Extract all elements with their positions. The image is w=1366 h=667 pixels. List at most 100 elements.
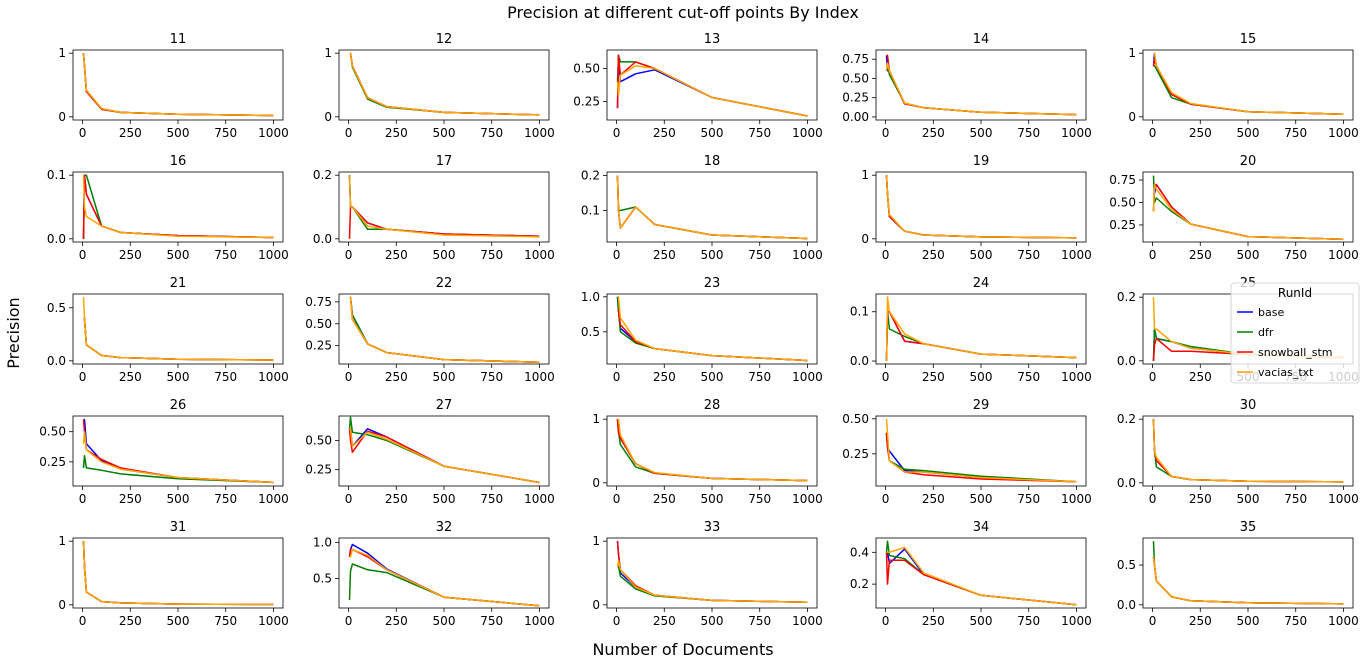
x-tick-label: 750 — [748, 370, 771, 384]
subplot-title: 11 — [170, 32, 187, 47]
subplot-22: 22 0 250 500 750 1000 0.25 0.50 0.75 — [305, 276, 554, 384]
series-line-snowball_stm — [616, 54, 808, 117]
x-tick-label: 1000 — [1061, 370, 1092, 384]
x-tick-label: 250 — [1189, 492, 1212, 506]
x-tick-label: 0 — [882, 370, 890, 384]
subplot-35: 35 0 250 500 750 1000 0.0 0.5 — [1117, 520, 1359, 628]
y-tick-label: 0.2 — [581, 169, 600, 183]
subplot-title: 13 — [704, 32, 721, 47]
x-tick-label: 1000 — [524, 614, 555, 628]
subplot-title: 27 — [436, 398, 453, 413]
series-line-dfr — [349, 52, 540, 116]
figure-title: Precision at different cut-off points By… — [507, 3, 859, 22]
axes-frame — [72, 537, 284, 609]
y-tick-label: 0.25 — [305, 339, 332, 353]
x-tick-label: 500 — [970, 614, 993, 628]
x-tick-label: 750 — [748, 614, 771, 628]
axes-frame — [875, 49, 1087, 121]
x-tick-label: 0 — [613, 126, 621, 140]
y-tick-label: 0.0 — [313, 232, 332, 246]
series-line-base — [616, 54, 808, 117]
x-tick-label: 1000 — [792, 614, 823, 628]
y-tick-label: 0.4 — [850, 545, 869, 559]
y-tick-label: 0.25 — [573, 95, 600, 109]
subplot-24: 24 0 250 500 750 1000 0.0 0.1 — [850, 276, 1092, 384]
x-tick-label: 750 — [214, 614, 237, 628]
x-tick-label: 250 — [653, 248, 676, 262]
y-tick-label: 1 — [592, 534, 600, 548]
series-line-dfr — [1153, 65, 1344, 116]
series-line-vacias_txt — [348, 175, 540, 238]
x-tick-label: 500 — [1237, 614, 1260, 628]
y-tick-label: 1 — [324, 46, 332, 60]
series-line-vacias_txt — [349, 428, 540, 484]
x-tick-label: 1000 — [258, 126, 289, 140]
y-tick-label: 0.50 — [842, 71, 869, 85]
y-tick-label: 0.5 — [313, 571, 332, 585]
x-tick-label: 0 — [613, 370, 621, 384]
y-tick-label: 0.50 — [305, 317, 332, 331]
series-line-base — [349, 52, 540, 116]
series-line-vacias_txt — [82, 297, 274, 361]
x-tick-label: 500 — [970, 492, 993, 506]
x-tick-label: 500 — [167, 614, 190, 628]
legend: RunId base dfr snowball_stm vacias_txt — [1230, 282, 1360, 384]
x-tick-label: 250 — [385, 126, 408, 140]
x-tick-label: 0 — [1149, 248, 1157, 262]
series-line-dfr — [616, 175, 808, 240]
series-line-vacias_txt — [617, 418, 808, 482]
x-tick-label: 0 — [882, 248, 890, 262]
x-tick-label: 1000 — [792, 248, 823, 262]
x-tick-label: 0 — [613, 614, 621, 628]
x-tick-label: 0 — [79, 126, 87, 140]
x-tick-label: 750 — [1284, 126, 1307, 140]
x-tick-label: 1000 — [1328, 492, 1359, 506]
series-line-snowball_stm — [616, 419, 808, 482]
x-tick-label: 1000 — [1328, 126, 1359, 140]
series-line-vacias_txt — [82, 175, 274, 239]
subplot-34: 34 0 250 500 750 1000 0.2 0.4 — [850, 520, 1092, 628]
x-tick-label: 0 — [79, 492, 87, 506]
series-line-snowball_stm — [83, 317, 274, 361]
y-tick-label: 0 — [592, 476, 600, 490]
axes-frame — [72, 415, 284, 487]
y-tick-label: 0.25 — [1109, 218, 1136, 232]
series-line-snowball_stm — [617, 310, 808, 362]
y-tick-label: 0.75 — [842, 52, 869, 66]
subplot-13: 13 0 250 500 750 1000 0.25 0.50 — [573, 32, 822, 140]
y-tick-label: 0.50 — [573, 61, 600, 75]
subplot-title: 17 — [436, 154, 453, 169]
subplot-title: 18 — [704, 154, 721, 169]
y-tick-label: 0.1 — [581, 204, 600, 218]
axes-frame — [606, 415, 818, 487]
subplot-title: 16 — [170, 154, 187, 169]
series-line-vacias_txt — [1152, 419, 1344, 483]
series-line-vacias_txt — [616, 175, 808, 240]
x-tick-label: 0 — [345, 126, 353, 140]
x-tick-label: 250 — [653, 492, 676, 506]
y-tick-label: 0.50 — [39, 425, 66, 439]
x-tick-label: 500 — [167, 370, 190, 384]
series-line-vacias_txt — [885, 296, 1077, 362]
y-tick-label: 0.5 — [1117, 558, 1136, 572]
axes-frame — [338, 171, 550, 243]
series-line-vacias_txt — [616, 559, 808, 604]
y-tick-label: 0.2 — [1117, 290, 1136, 304]
x-tick-label: 750 — [1284, 248, 1307, 262]
y-tick-label: 1 — [861, 168, 869, 182]
x-tick-label: 0 — [1149, 370, 1157, 384]
axes-frame — [1142, 49, 1354, 121]
series-line-dfr — [1152, 419, 1344, 483]
x-tick-label: 1000 — [1061, 248, 1092, 262]
x-tick-label: 1000 — [1328, 248, 1359, 262]
legend-label-base: base — [1258, 306, 1284, 319]
x-tick-label: 250 — [653, 126, 676, 140]
y-tick-label: 0.0 — [47, 354, 66, 368]
subplot-30: 30 0 250 500 750 1000 0.0 0.2 — [1117, 398, 1359, 506]
series-line-base — [885, 432, 1077, 483]
x-tick-label: 1000 — [524, 370, 555, 384]
series-line-snowball_stm — [348, 206, 540, 239]
series-line-vacias_txt — [349, 548, 540, 607]
y-tick-label: 0.0 — [850, 354, 869, 368]
